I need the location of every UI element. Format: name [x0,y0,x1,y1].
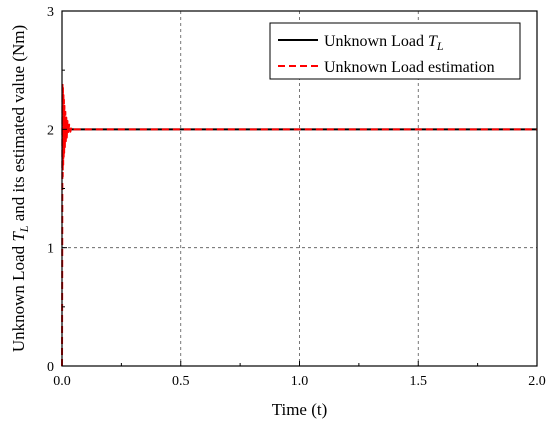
x-tick-label-4: 2.0 [528,374,546,389]
x-tick-label-2: 1.0 [291,374,309,389]
legend-label-actual-subscript: L [436,39,444,53]
y-tick-label-1: 1 [47,242,54,257]
y-axis-title-symbol: T [9,231,28,242]
legend-label-actual-prefix: Unknown Load [324,33,428,50]
legend-label-actual: Unknown Load TL [324,33,444,53]
y-axis-title-suffix: and its estimated value (Nm) [9,25,28,226]
legend-label-estimate: Unknown Load estimation [324,59,495,76]
y-axis-title-prefix: Unknown Load [9,242,28,352]
y-tick-label-0: 0 [47,360,54,375]
tick-labels: 0.0 0.5 1.0 1.5 2.0 0 1 2 3 [47,5,546,389]
y-axis-title-subscript: L [17,225,31,233]
y-axis-title: Unknown Load TL and its estimated value … [9,25,31,352]
series-layer [61,81,537,367]
series-line-estimate [61,81,537,367]
y-tick-label-3: 3 [47,5,54,20]
x-tick-label-0: 0.0 [53,374,71,389]
legend: Unknown Load TL Unknown Load estimation [269,22,521,80]
y-tick-label-2: 2 [47,123,54,138]
axis-ticks [61,10,538,367]
x-tick-label-1: 0.5 [172,374,190,389]
x-tick-label-3: 1.5 [410,374,428,389]
legend-label-actual-symbol: T [428,33,438,50]
x-axis-title: Time (t) [272,400,328,419]
legend-box [269,22,521,80]
